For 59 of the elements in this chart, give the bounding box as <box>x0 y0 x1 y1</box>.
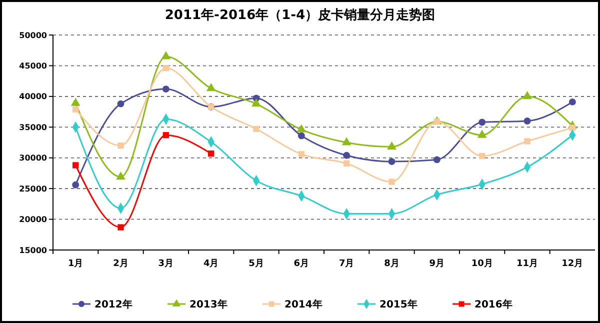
point <box>343 152 350 159</box>
point <box>388 178 395 185</box>
y-tick-label: 50000 <box>19 30 48 40</box>
y-tick-label: 45000 <box>19 62 48 71</box>
point <box>479 152 486 160</box>
point <box>118 224 124 230</box>
point <box>524 138 530 144</box>
x-tick-label: 5月 <box>248 258 264 269</box>
x-tick-label: 11月 <box>516 258 538 269</box>
point <box>344 160 350 166</box>
point <box>253 126 260 132</box>
point <box>161 51 171 60</box>
legend-label: 2016年 <box>474 298 512 310</box>
point <box>568 98 576 106</box>
legend-label: 2015年 <box>380 298 418 310</box>
point <box>433 156 440 164</box>
point <box>252 98 261 107</box>
point <box>72 181 80 188</box>
x-tick-label: 9月 <box>429 258 445 269</box>
point <box>388 158 396 166</box>
point <box>116 171 126 180</box>
point <box>296 124 306 132</box>
x-tick-label: 12月 <box>562 258 584 269</box>
x-tick-label: 3月 <box>158 258 174 269</box>
point <box>162 65 169 72</box>
x-tick-label: 2月 <box>113 258 128 269</box>
point <box>72 162 79 168</box>
point <box>118 142 124 149</box>
point <box>162 132 169 138</box>
point <box>206 83 216 92</box>
point <box>298 151 304 158</box>
point <box>70 98 80 106</box>
y-tick-label: 35000 <box>19 122 48 132</box>
point <box>478 118 486 126</box>
x-tick-label: 8月 <box>384 258 400 269</box>
x-tick-label: 4月 <box>203 258 219 269</box>
x-tick-label: 7月 <box>338 258 354 269</box>
chart-title: 2011年-2016年（1-4）皮卡销量分月走势图 <box>164 7 436 23</box>
y-tick-label: 25000 <box>19 184 48 194</box>
y-tick-label: 20000 <box>19 215 48 224</box>
y-tick-label: 15000 <box>19 246 48 255</box>
point <box>117 100 124 108</box>
x-tick-label: 6月 <box>294 258 310 269</box>
x-tick-label: 10月 <box>471 258 493 269</box>
point <box>522 91 532 100</box>
legend-label: 2014年 <box>284 298 322 310</box>
y-tick-label: 40000 <box>19 92 48 102</box>
point <box>298 132 305 140</box>
y-tick-label: 30000 <box>19 154 48 163</box>
legend-label: 2012年 <box>94 298 132 310</box>
point <box>342 137 352 146</box>
point <box>387 141 396 150</box>
point <box>524 118 531 124</box>
point <box>208 150 214 157</box>
point <box>477 130 487 138</box>
x-tick-label: 1月 <box>68 258 84 269</box>
legend-label: 2013年 <box>190 298 228 310</box>
point <box>162 86 170 93</box>
point <box>72 106 79 112</box>
